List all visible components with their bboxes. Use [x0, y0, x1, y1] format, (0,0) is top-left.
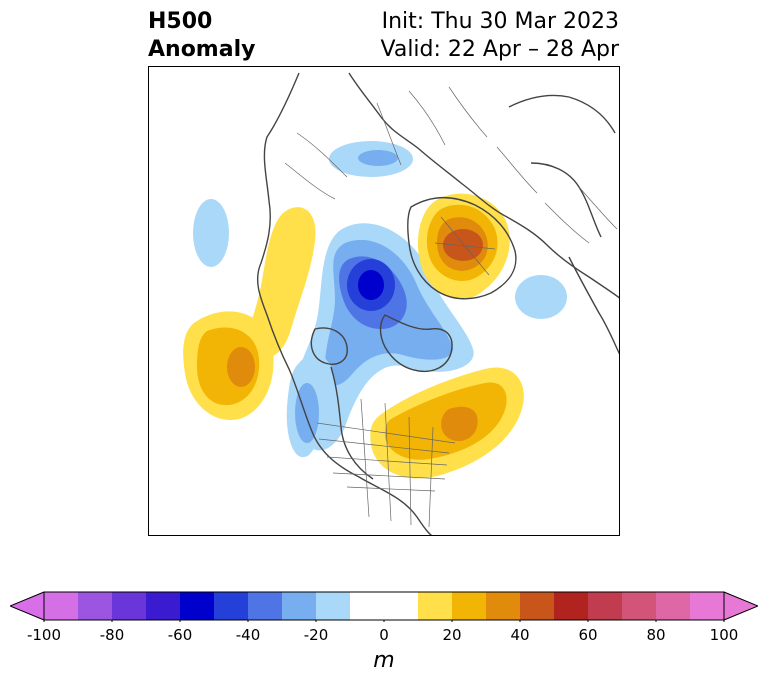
- colorbar-segment: [282, 592, 317, 620]
- colorbar-tick-label: -80: [99, 626, 125, 644]
- colorbar-over-outline: [723, 591, 758, 621]
- title-variable: H500: [148, 9, 213, 34]
- colorbar-segment: [78, 592, 113, 620]
- colorbar-tick-label: 100: [709, 626, 739, 644]
- colorbar-tick-label: -20: [303, 626, 329, 644]
- colorbar-tick-label: -60: [167, 626, 193, 644]
- colorbar-segment: [656, 592, 691, 620]
- colorbar-tick-label: -40: [235, 626, 261, 644]
- map-panel: [148, 66, 620, 536]
- colorbar-tick-label: 60: [578, 626, 598, 644]
- positive-anomaly-alaska: [247, 207, 316, 358]
- colorbar-tick-label: -100: [26, 626, 62, 644]
- colorbar-tick-label: 0: [379, 626, 389, 644]
- colorbar-under-outline: [10, 591, 45, 621]
- colorbar-segment: [554, 592, 589, 620]
- colorbar-segment: [588, 592, 623, 620]
- negative-anomaly-hudson-bay: [286, 354, 336, 458]
- colorbar-segment: [316, 592, 351, 620]
- colorbar-segment: [520, 592, 555, 620]
- political-borders: [284, 86, 618, 528]
- colorbar-segment: [418, 592, 453, 620]
- colorbar-segment: [112, 592, 147, 620]
- colorbar-segment: [452, 592, 487, 620]
- negative-anomaly-europe: [515, 275, 567, 319]
- title-field: Anomaly: [148, 37, 256, 62]
- colorbar-segment: [690, 592, 725, 620]
- colorbar-under-arrow: [10, 592, 44, 620]
- map-title: H500 Anomaly: [148, 8, 255, 64]
- colorbar-segment: [180, 592, 215, 620]
- map-dates: Init: Thu 30 Mar 2023 Valid: 22 Apr – 28…: [381, 8, 620, 64]
- positive-anomaly-eastern-north-america: [370, 367, 524, 479]
- colorbar-over-arrow: [724, 592, 758, 620]
- valid-range: Valid: 22 Apr – 28 Apr: [380, 37, 620, 62]
- positive-anomaly-northeast-pacific: [183, 311, 274, 420]
- colorbar-segment: [350, 592, 419, 620]
- colorbar-outline: [43, 591, 725, 621]
- colorbar-segment: [146, 592, 181, 620]
- colorbar-segments: [43, 592, 725, 622]
- init-date: Init: Thu 30 Mar 2023: [381, 9, 619, 34]
- colorbar-unit: m: [373, 648, 395, 673]
- colorbar-segment: [44, 592, 79, 620]
- colorbar-segment: [622, 592, 657, 620]
- colorbar-segment: [214, 592, 249, 620]
- colorbar-tick-label: 80: [646, 626, 666, 644]
- colorbar: [10, 591, 758, 622]
- colorbar-tick-label: 20: [442, 626, 462, 644]
- colorbar-segment: [248, 592, 283, 620]
- negative-anomaly-west-pacific: [193, 199, 229, 267]
- anomaly-map: [183, 72, 619, 535]
- colorbar-segment: [486, 592, 521, 620]
- negative-anomaly-siberia-north: [329, 141, 413, 177]
- colorbar-tick-label: 40: [510, 626, 530, 644]
